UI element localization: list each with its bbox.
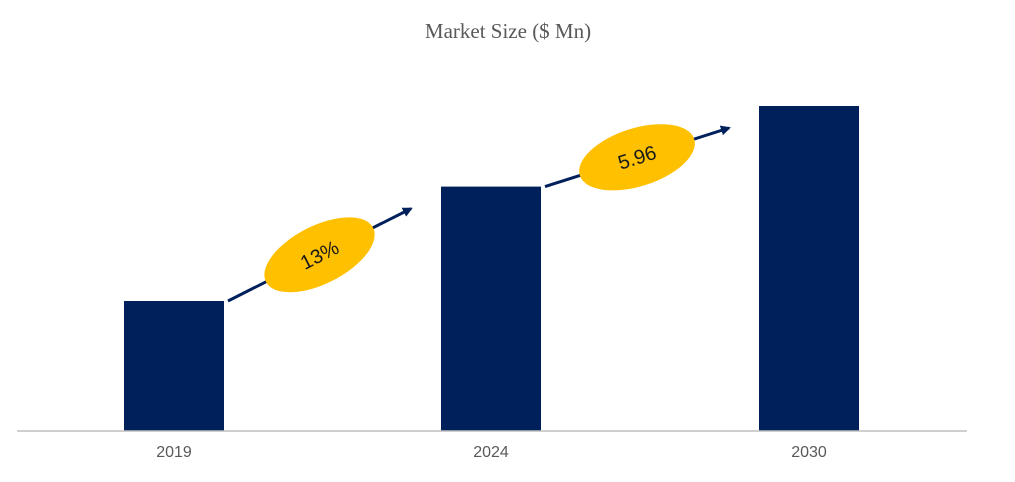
bar-2024 (441, 186, 541, 431)
x-tick-labels: 2019 2024 2030 (156, 444, 827, 461)
growth-annotations: 13% 5.96 (227, 124, 731, 303)
growth-badge: 13% (264, 217, 375, 293)
growth-badge-ellipse (264, 217, 375, 293)
bar-2030 (759, 106, 859, 431)
x-tick-label: 2030 (791, 444, 827, 461)
chart-title: Market Size ($ Mn) (425, 19, 591, 43)
growth-badge: 5.96 (579, 124, 695, 191)
x-tick-label: 2019 (156, 444, 192, 461)
x-tick-label: 2024 (473, 444, 509, 461)
growth-badge-ellipse (579, 124, 695, 191)
bars-layer (124, 106, 859, 431)
bar-2019 (124, 301, 224, 431)
